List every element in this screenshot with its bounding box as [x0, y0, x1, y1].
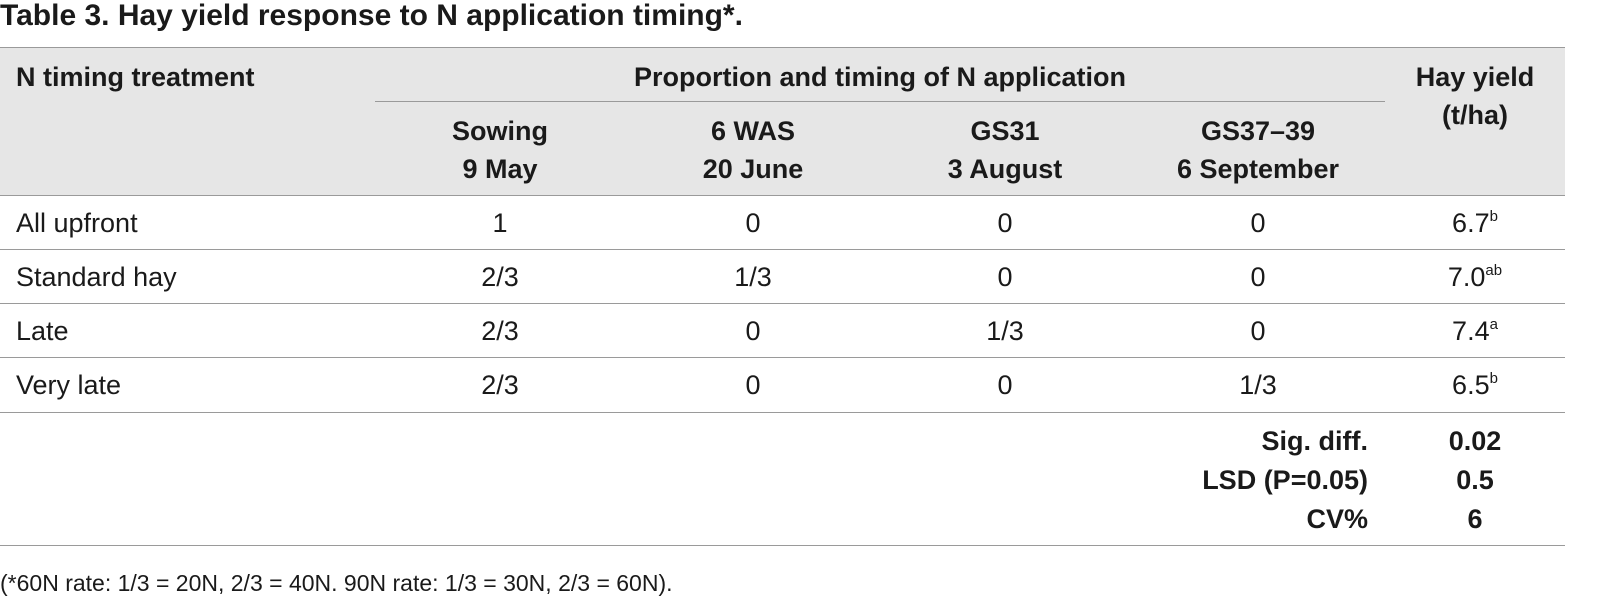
- cell: 0: [997, 208, 1013, 238]
- significance-letter: b: [1489, 370, 1498, 387]
- group-header: Proportion and timing of N application: [634, 62, 1126, 92]
- cell: 0: [745, 316, 761, 346]
- yield-cell: 7.4a: [1452, 314, 1498, 348]
- column-header: 6 September: [1176, 154, 1340, 184]
- significance-letter: a: [1489, 316, 1498, 333]
- rule: [0, 357, 1565, 358]
- column-header: GS37–39: [1200, 116, 1316, 146]
- cell: 0: [745, 370, 761, 400]
- stat-value: 6: [1467, 504, 1483, 534]
- rule: [0, 545, 1565, 546]
- yield-cell: 6.5b: [1452, 368, 1498, 402]
- cell: 2/3: [481, 370, 519, 400]
- column-header: 20 June: [702, 154, 804, 184]
- stat-label: Sig. diff.: [1261, 426, 1368, 456]
- significance-letter: ab: [1485, 262, 1503, 279]
- cell: 0: [1250, 262, 1266, 292]
- rule: [0, 195, 1565, 196]
- rule: [0, 249, 1565, 250]
- cell: 0: [997, 370, 1013, 400]
- cell: 1/3: [1239, 370, 1277, 400]
- cell: 1/3: [986, 316, 1024, 346]
- yield-cell: 7.0ab: [1448, 260, 1502, 294]
- column-header: N timing treatment: [16, 62, 255, 92]
- column-header: (t/ha): [1442, 100, 1508, 130]
- row-label: Late: [16, 316, 69, 346]
- yield-value: 7.0: [1447, 262, 1486, 292]
- yield-value: 6.7: [1452, 208, 1490, 238]
- column-header: 3 August: [947, 154, 1063, 184]
- column-header: 9 May: [462, 154, 538, 184]
- column-header: GS31: [970, 116, 1040, 146]
- rule: [0, 47, 1565, 48]
- row-label: Very late: [16, 370, 122, 400]
- column-header: Sowing: [452, 116, 548, 146]
- stat-value: 0.02: [1448, 426, 1502, 456]
- cell: 1: [492, 208, 508, 238]
- row-label: All upfront: [16, 208, 138, 238]
- row-label: Standard hay: [16, 262, 177, 292]
- stat-value: 0.5: [1456, 465, 1494, 495]
- yield-value: 6.5: [1452, 370, 1490, 400]
- yield-cell: 6.7b: [1452, 206, 1498, 240]
- cell: 2/3: [481, 262, 519, 292]
- cell: 0: [745, 208, 761, 238]
- cell: 0: [1250, 316, 1266, 346]
- table-title: Table 3. Hay yield response to N applica…: [0, 0, 743, 32]
- yield-value: 7.4: [1452, 316, 1490, 346]
- cell: 0: [997, 262, 1013, 292]
- stat-label: LSD (P=0.05): [1202, 465, 1368, 495]
- header-background: [0, 47, 1565, 195]
- cell: 0: [1250, 208, 1266, 238]
- cell: 1/3: [734, 262, 772, 292]
- rule: [375, 101, 1385, 102]
- rule: [0, 412, 1565, 413]
- column-header: Hay yield: [1415, 62, 1535, 92]
- rule: [0, 303, 1565, 304]
- footnote: (*60N rate: 1/3 = 20N, 2/3 = 40N. 90N ra…: [0, 570, 673, 596]
- cell: 2/3: [481, 316, 519, 346]
- stat-label: CV%: [1306, 504, 1368, 534]
- column-header: 6 WAS: [710, 116, 796, 146]
- significance-letter: b: [1489, 208, 1498, 225]
